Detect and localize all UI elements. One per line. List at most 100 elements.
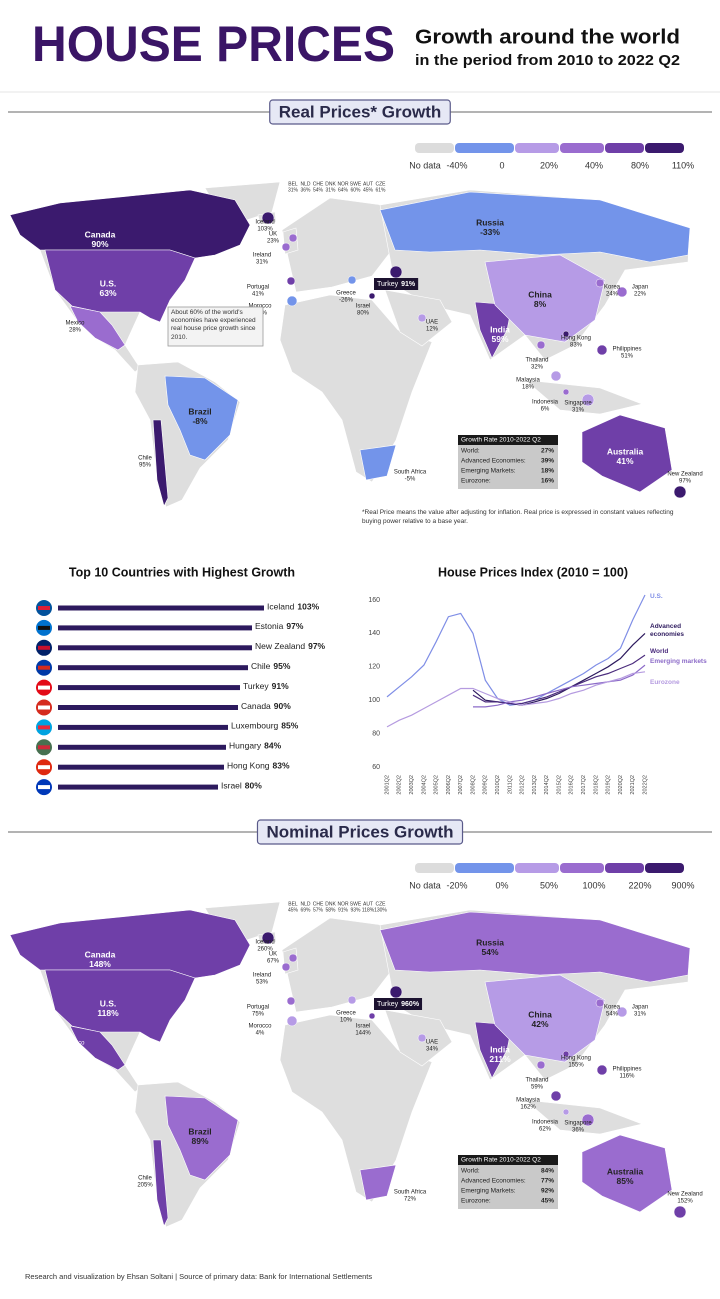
country-name: Canada <box>85 949 116 959</box>
country-name: Thailand <box>525 1078 548 1084</box>
country-name: Russia <box>476 937 504 947</box>
series-label-box: World <box>650 648 668 655</box>
footnote-box: *Real Price means the value after adjust… <box>362 509 673 525</box>
bar-value-label: 85% <box>281 721 298 731</box>
x-tick-label: 2009Q2 <box>483 775 489 795</box>
legend-swatch <box>605 143 644 153</box>
table-row-value: 18% <box>541 468 554 475</box>
country-name: Thailand <box>525 358 548 364</box>
country-name: Hong Kong <box>561 336 591 342</box>
country-shape <box>281 242 291 252</box>
country-value: 36% <box>572 1128 585 1134</box>
europe-value: 61% <box>375 187 386 193</box>
flag-stripe <box>38 625 50 630</box>
table-body <box>458 1165 558 1209</box>
x-tick-label: 2001Q2 <box>384 775 390 795</box>
country-shape <box>44 249 196 323</box>
europe-code: AUT <box>363 901 373 907</box>
bar <box>58 685 240 691</box>
country-value: 18% <box>522 385 535 391</box>
table-header <box>458 435 558 445</box>
flag-stripe <box>38 725 50 730</box>
map <box>9 901 691 1228</box>
x-tick-label: 2016Q2 <box>569 775 575 795</box>
y-tick-label: 140 <box>368 630 380 637</box>
legend-label: 100% <box>582 880 605 890</box>
country-shape <box>288 233 298 243</box>
table-row-label: World: <box>461 448 480 455</box>
country-name: Portugal <box>247 285 269 291</box>
country-shape <box>595 278 605 288</box>
country-shape <box>389 265 403 279</box>
country-name: Turkey <box>377 281 399 288</box>
europe-code: CZE <box>376 181 387 187</box>
table-row-label: Emerging Markets: <box>461 1188 516 1195</box>
europe-value: 36% <box>300 187 311 193</box>
series-label: Emerging markets <box>650 658 707 665</box>
country-shape <box>550 370 562 382</box>
country-name: Japan <box>632 285 648 291</box>
country-shape <box>281 962 291 972</box>
europe-value: 60% <box>350 187 361 193</box>
country-value: 63% <box>99 288 116 298</box>
country-shape <box>261 211 275 225</box>
europe-code: CZE <box>376 901 387 907</box>
country-shape <box>581 1113 595 1127</box>
x-tick-label: 2004Q2 <box>421 775 427 795</box>
country-shape <box>562 1050 570 1058</box>
country-shape <box>152 1139 169 1227</box>
main-title: HOUSE PRICES <box>32 16 395 72</box>
country-value: 34% <box>426 1047 439 1053</box>
legend-swatch <box>560 143 604 153</box>
legend-label: No data <box>409 160 441 170</box>
europe-code: DNK <box>325 181 336 187</box>
x-tick-label: 2002Q2 <box>397 775 403 795</box>
section-title-box <box>256 819 464 845</box>
country-name: India <box>490 1044 510 1054</box>
country-shape <box>536 1060 546 1070</box>
x-tick-label: 2017Q2 <box>581 775 587 795</box>
europe-code: BEL <box>288 901 298 907</box>
series-label-box: U.S. <box>650 593 663 600</box>
x-tick-label: 2007Q2 <box>458 775 464 795</box>
country-value: 97% <box>679 479 692 485</box>
country-value: 155% <box>568 1063 584 1069</box>
country-value: 89% <box>191 1136 208 1146</box>
subtitle: Growth around the world <box>415 26 680 48</box>
x-tick-label: 2019Q2 <box>606 775 612 795</box>
table-title: Growth Rate 2010-2022 Q2 <box>461 437 541 444</box>
legend-swatch <box>455 863 514 873</box>
country-shape <box>562 330 570 338</box>
europe-code: NLD <box>300 181 310 187</box>
country-value: 22% <box>634 292 647 298</box>
country-shape <box>286 1015 298 1027</box>
country-value: -5% <box>405 477 416 483</box>
series-label: U.S. <box>650 593 663 600</box>
legend-swatch <box>560 863 604 873</box>
country-name: Korea <box>604 1005 621 1011</box>
country-name: China <box>528 1009 552 1019</box>
europe-code: DNK <box>325 901 336 907</box>
country-name: China <box>528 289 552 299</box>
bar-category: Chile <box>251 661 271 671</box>
country-value: -26% <box>339 298 354 304</box>
section-title: Nominal Prices Growth <box>266 822 453 841</box>
turkey-label-box <box>374 278 419 290</box>
europe-code: CHE <box>313 901 324 907</box>
bar-category: Luxembourg <box>231 721 279 731</box>
country-value: 24% <box>606 292 619 298</box>
turkey-label-box <box>374 998 423 1010</box>
country-shape <box>562 1108 570 1116</box>
country-name: Malaysia <box>516 378 540 384</box>
country-value: 148% <box>89 959 111 969</box>
legend-swatch <box>415 863 454 873</box>
flag-stripe <box>38 705 50 710</box>
country-shape <box>596 1064 608 1076</box>
country-shape <box>164 1095 239 1181</box>
country-name: Singapore <box>564 401 592 407</box>
legend-label: 110% <box>672 160 694 170</box>
country-name: Canada <box>85 229 116 239</box>
country-shape <box>389 985 403 999</box>
country-value: 31% <box>256 260 269 266</box>
